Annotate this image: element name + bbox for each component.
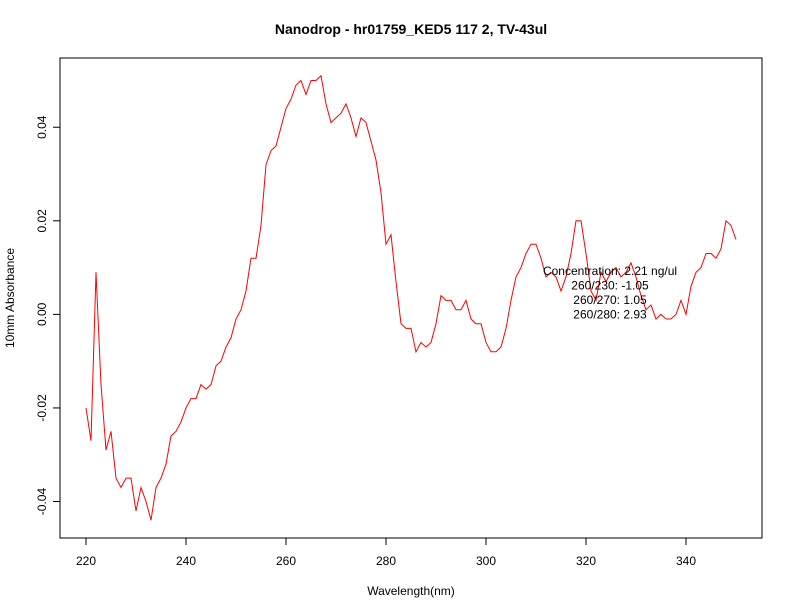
x-tick-label: 260	[276, 554, 296, 568]
x-tick-label: 340	[676, 554, 696, 568]
y-tick-label: 0.04	[35, 115, 49, 139]
x-axis-label: Wavelength(nm)	[367, 584, 455, 598]
x-tick-label: 240	[176, 554, 196, 568]
annotation: 260/270: 1.05	[573, 293, 647, 307]
x-tick-label: 320	[576, 554, 596, 568]
chart-title: Nanodrop - hr01759_KED5 117 2, TV-43ul	[275, 21, 547, 37]
y-tick-label: 0.02	[35, 209, 49, 233]
data-line	[85, 74, 737, 521]
x-tick-label: 300	[476, 554, 496, 568]
x-tick-label: 220	[76, 554, 96, 568]
annotation: 260/280: 2.93	[573, 308, 647, 322]
x-tick-label: 280	[376, 554, 396, 568]
y-tick-label: 0.00	[35, 302, 49, 326]
annotation: Concentration: 2.21 ng/ul	[543, 264, 677, 278]
y-axis-label: 10mm Absorbance	[3, 248, 17, 348]
y-tick-label: -0.04	[35, 488, 49, 516]
plot-frame	[59, 57, 763, 539]
annotation: 260/230: -1.05	[571, 279, 649, 293]
y-tick-label: -0.02	[35, 394, 49, 422]
